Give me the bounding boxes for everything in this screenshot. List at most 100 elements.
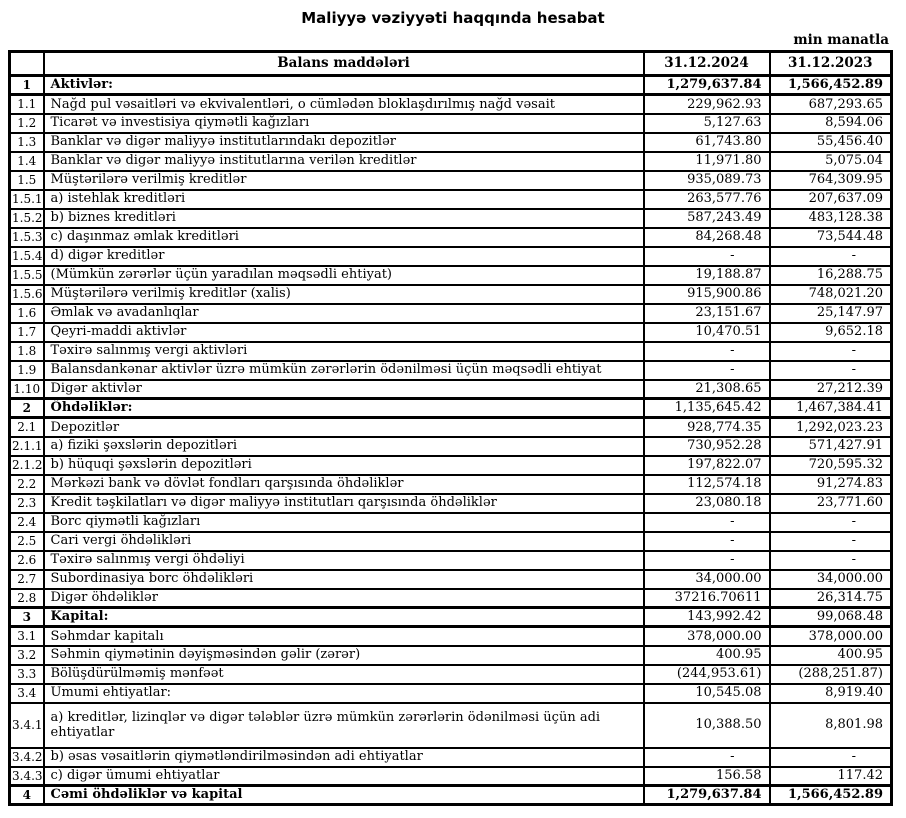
row-label-cell: c) daşınmaz əmlak kreditləri: [42, 226, 645, 248]
value-2023-cell: 27,212.39: [768, 378, 893, 400]
value-2024-cell: 935,089.73: [642, 169, 771, 191]
value-2023-cell: 8,594.06: [768, 112, 893, 134]
value-2024-cell: 61,743.80: [642, 131, 771, 153]
value-2023-cell: 55,456.40: [768, 131, 893, 153]
value-2023-cell: 5,075.04: [768, 150, 893, 172]
table-row: 2.1.1 a) fiziki şəxslərin depozitləri 730,…: [8, 435, 893, 457]
row-label-cell: Subordinasiya borc öhdəlikləri: [42, 568, 645, 590]
table-row: 3.4.2 b) əsas vəsaitlərin qiymətləndirilm…: [8, 746, 893, 768]
value-2024-cell: -: [642, 359, 771, 381]
value-2023-cell: 483,128.38: [768, 207, 893, 229]
table-row: 3.4.3 c) digər ümumi ehtiyatlar 156.58 117.…: [8, 765, 893, 787]
table-row: 1.10 Digər aktivlər 21,308.65 27,212.39: [8, 378, 893, 400]
table-row: 1.6 Əmlak və avadanlıqlar 23,151.67 25,147.…: [8, 302, 893, 324]
value-2023-cell: 1,566,452.89: [768, 784, 893, 806]
value-2023-cell: 764,309.95: [768, 169, 893, 191]
value-2024-cell: 1,135,645.42: [642, 397, 771, 419]
row-number-cell: 3.4: [8, 682, 45, 704]
value-2024-cell: 84,268.48: [642, 226, 771, 248]
table-row: 1.4 Banklar və digər maliyyə institutları…: [8, 150, 893, 172]
table-body: 1 Aktivlər: 1,279,637.84 1,566,452.89 1.1 Nağ…: [8, 74, 893, 806]
row-number-cell: 1.5.4: [8, 245, 45, 267]
table-row: 2.4 Borc qiymətli kağızları - -: [8, 511, 893, 533]
row-number-cell: 1.7: [8, 321, 45, 343]
table-row: 2.3 Kredit təşkilatları və digər maliyyə …: [8, 492, 893, 514]
table-row: 4 Cəmi öhdəliklər və kapital 1,279,637.84 1…: [8, 784, 893, 806]
value-2023-cell: 1,467,384.41: [768, 397, 893, 419]
row-number-cell: 2.7: [8, 568, 45, 590]
row-number-cell: 1.5.3: [8, 226, 45, 248]
value-2023-cell: 8,919.40: [768, 682, 893, 704]
row-label-cell: Digər öhdəliklər: [42, 587, 645, 609]
table-row: 1.7 Qeyri-maddi aktivlər 10,470.51 9,652.18: [8, 321, 893, 343]
value-2024-cell: 928,774.35: [642, 416, 771, 438]
row-number-cell: 1.5.1: [8, 188, 45, 210]
row-label-cell: a) kreditlər, lizinqlər və digər tələblə…: [42, 701, 645, 749]
row-number-cell: 1.2: [8, 112, 45, 134]
value-2024-cell: 10,470.51: [642, 321, 771, 343]
value-2024-cell: 197,822.07: [642, 454, 771, 476]
value-2024-cell: 34,000.00: [642, 568, 771, 590]
unit-note: min manatla: [793, 32, 889, 48]
table-row: 2 Öhdəliklər: 1,135,645.42 1,467,384.41: [8, 397, 893, 419]
row-label-cell: a) fiziki şəxslərin depozitləri: [42, 435, 645, 457]
value-2024-cell: 229,962.93: [642, 93, 771, 115]
table-row: 1.5.1 a) istehlak kreditləri 263,577.76 207…: [8, 188, 893, 210]
row-number-cell: 2.1.1: [8, 435, 45, 457]
table-row: 1.5.6 Müştərilərə verilmiş kreditlər (xal…: [8, 283, 893, 305]
value-2024-cell: 10,388.50: [642, 701, 771, 749]
row-label-cell: Digər aktivlər: [42, 378, 645, 400]
value-2023-cell: -: [768, 245, 893, 267]
row-number-cell: 2.3: [8, 492, 45, 514]
value-2023-cell: 1,292,023.23: [768, 416, 893, 438]
row-label-cell: b) biznes kreditləri: [42, 207, 645, 229]
row-label-cell: Aktivlər:: [42, 74, 645, 96]
row-label-cell: Depozitlər: [42, 416, 645, 438]
table-row: 2.6 Təxirə salınmış vergi öhdəliyi - -: [8, 549, 893, 571]
value-2023-cell: 8,801.98: [768, 701, 893, 749]
table-row: 3.3 Bölüşdürülməmiş mənfəət (244,953.61) (2…: [8, 663, 893, 685]
table-row: 1 Aktivlər: 1,279,637.84 1,566,452.89: [8, 74, 893, 96]
row-label-cell: a) istehlak kreditləri: [42, 188, 645, 210]
row-number-cell: 2.1: [8, 416, 45, 438]
value-2024-cell: 19,188.87: [642, 264, 771, 286]
value-2024-cell: 5,127.63: [642, 112, 771, 134]
value-2023-cell: 16,288.75: [768, 264, 893, 286]
value-2023-cell: 25,147.97: [768, 302, 893, 324]
row-number-cell: 1.5.6: [8, 283, 45, 305]
value-2023-cell: 117.42: [768, 765, 893, 787]
value-2023-cell: 34,000.00: [768, 568, 893, 590]
value-2024-cell: (244,953.61): [642, 663, 771, 685]
value-2023-cell: 9,652.18: [768, 321, 893, 343]
table-row: 1.5.3 c) daşınmaz əmlak kreditləri 84,268.…: [8, 226, 893, 248]
value-2023-cell: (288,251.87): [768, 663, 893, 685]
row-number-cell: 3.4.3: [8, 765, 45, 787]
value-2024-cell: 143,992.42: [642, 606, 771, 628]
value-2023-cell: 1,566,452.89: [768, 74, 893, 96]
value-2023-cell: 748,021.20: [768, 283, 893, 305]
value-2023-cell: 378,000.00: [768, 625, 893, 647]
row-label-cell: Kapital:: [42, 606, 645, 628]
row-number-cell: 1.3: [8, 131, 45, 153]
value-2024-cell: 730,952.28: [642, 435, 771, 457]
value-2023-cell: -: [768, 549, 893, 571]
header-date-2024: 31.12.2024: [642, 50, 771, 77]
table-row: 1.9 Balansdankənar aktivlər üzrə mümkün z…: [8, 359, 893, 381]
row-number-cell: 3.3: [8, 663, 45, 685]
table-row: 1.5.4 d) digər kreditlər - -: [8, 245, 893, 267]
row-number-cell: 2.5: [8, 530, 45, 552]
row-number-cell: 1.1: [8, 93, 45, 115]
value-2024-cell: 11,971.80: [642, 150, 771, 172]
row-label-cell: Borc qiymətli kağızları: [42, 511, 645, 533]
row-number-cell: 3.2: [8, 644, 45, 666]
value-2024-cell: -: [642, 746, 771, 768]
value-2024-cell: 156.58: [642, 765, 771, 787]
header-num-cell: [8, 50, 45, 77]
row-number-cell: 3: [8, 606, 45, 628]
table-row: 3.1 Səhmdar kapitalı 378,000.00 378,000.00: [8, 625, 893, 647]
value-2024-cell: 23,151.67: [642, 302, 771, 324]
row-number-cell: 3.1: [8, 625, 45, 647]
value-2024-cell: 10,545.08: [642, 682, 771, 704]
table-row: 2.5 Cari vergi öhdəlikləri - -: [8, 530, 893, 552]
value-2024-cell: 378,000.00: [642, 625, 771, 647]
